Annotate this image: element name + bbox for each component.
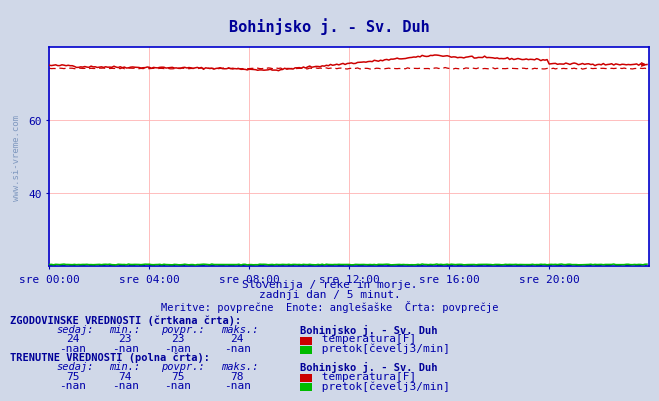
Text: 24: 24 <box>231 334 244 344</box>
Text: pretok[čevelj3/min]: pretok[čevelj3/min] <box>315 380 450 391</box>
Text: 75: 75 <box>171 371 185 381</box>
Text: -nan: -nan <box>165 380 191 390</box>
Text: maks.:: maks.: <box>221 324 258 334</box>
Text: -nan: -nan <box>224 380 250 390</box>
Text: Slovenija / reke in morje.: Slovenija / reke in morje. <box>242 279 417 290</box>
Text: temperatura[F]: temperatura[F] <box>315 334 416 344</box>
Text: -nan: -nan <box>59 343 86 353</box>
Text: -nan: -nan <box>224 343 250 353</box>
Text: sedaj:: sedaj: <box>56 324 94 334</box>
Text: 78: 78 <box>231 371 244 381</box>
Text: Bohinjsko j. - Sv. Duh: Bohinjsko j. - Sv. Duh <box>300 361 438 372</box>
Text: Bohinjsko j. - Sv. Duh: Bohinjsko j. - Sv. Duh <box>229 18 430 35</box>
Text: -nan: -nan <box>165 343 191 353</box>
Text: pretok[čevelj3/min]: pretok[čevelj3/min] <box>315 343 450 353</box>
Text: Meritve: povprečne  Enote: anglešaške  Črta: povprečje: Meritve: povprečne Enote: anglešaške Črt… <box>161 300 498 312</box>
Text: min.:: min.: <box>109 324 140 334</box>
Text: sedaj:: sedaj: <box>56 361 94 371</box>
Text: TRENUTNE VREDNOSTI (polna črta):: TRENUTNE VREDNOSTI (polna črta): <box>10 352 210 363</box>
Text: -nan: -nan <box>112 343 138 353</box>
Text: -nan: -nan <box>59 380 86 390</box>
Text: zadnji dan / 5 minut.: zadnji dan / 5 minut. <box>258 290 401 300</box>
Text: temperatura[F]: temperatura[F] <box>315 371 416 381</box>
Text: povpr.:: povpr.: <box>161 361 205 371</box>
Text: maks.:: maks.: <box>221 361 258 371</box>
Text: min.:: min.: <box>109 361 140 371</box>
Text: ZGODOVINSKE VREDNOSTI (črtkana črta):: ZGODOVINSKE VREDNOSTI (črtkana črta): <box>10 315 241 325</box>
Text: Bohinjsko j. - Sv. Duh: Bohinjsko j. - Sv. Duh <box>300 324 438 335</box>
Text: povpr.:: povpr.: <box>161 324 205 334</box>
Text: 75: 75 <box>66 371 79 381</box>
Text: 24: 24 <box>66 334 79 344</box>
Text: 23: 23 <box>171 334 185 344</box>
Text: 23: 23 <box>119 334 132 344</box>
Text: 74: 74 <box>119 371 132 381</box>
Text: -nan: -nan <box>112 380 138 390</box>
Text: www.si-vreme.com: www.si-vreme.com <box>12 115 21 200</box>
